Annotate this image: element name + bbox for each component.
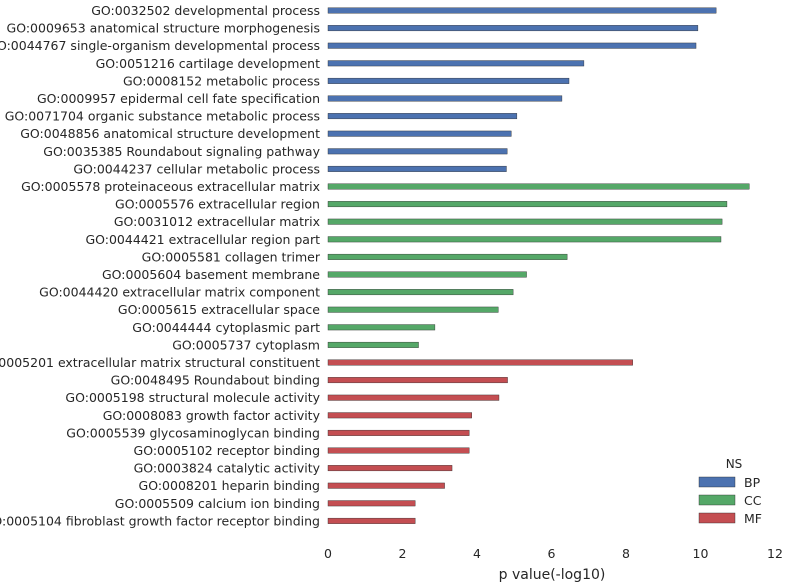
y-tick-label: GO:0048856 anatomical structure developm… [20, 126, 320, 141]
bar-bp [327, 95, 563, 102]
legend-title: NS [726, 457, 743, 471]
bar-cc [327, 236, 722, 243]
y-tick-label: GO:0035385 Roundabout signaling pathway [43, 144, 320, 159]
bar-bp [327, 60, 585, 67]
bar-bp [327, 77, 570, 84]
x-tick-label: 6 [548, 546, 556, 561]
bar-bp [327, 113, 518, 120]
y-tick-label: GO:0003824 catalytic activity [134, 461, 321, 476]
y-tick-label: GO:0071704 organic substance metabolic p… [5, 109, 320, 124]
y-tick-label: GO:0005615 extracellular space [118, 302, 320, 317]
y-tick-label: GO:0044444 cytoplasmic part [132, 320, 320, 335]
legend-swatch-cc [698, 494, 736, 506]
legend-label-cc: CC [744, 493, 762, 508]
bar-cc [327, 324, 436, 331]
y-tick-label: GO:0051216 cartilage development [96, 56, 320, 71]
bar-cc [327, 289, 514, 296]
y-tick-label: GO:0005576 extracellular region [115, 197, 320, 212]
bar-mf [327, 482, 445, 489]
x-axis-label: p value(-log10) [499, 567, 606, 583]
bar-cc [327, 183, 750, 190]
bar-bp [327, 7, 717, 14]
legend-label-bp: BP [744, 475, 761, 490]
bar-mf [327, 500, 416, 507]
y-tick-label: GO:0048495 Roundabout binding [111, 373, 320, 388]
y-tick-label: GO:0005604 basement membrane [102, 267, 320, 282]
x-tick-label: 10 [693, 546, 709, 561]
legend-label-mf: MF [744, 511, 762, 526]
bar-bp [327, 42, 697, 49]
y-tick-label: GO:0031012 extracellular matrix [114, 214, 320, 229]
y-tick-label: GO:0005581 collagen trimer [142, 249, 321, 264]
y-tick-labels: GO:0032502 developmental process GO:00096… [0, 3, 321, 528]
y-tick-label: GO:0044421 extracellular region part [85, 232, 320, 247]
bar-bp [327, 148, 508, 155]
x-tick-label: 0 [324, 546, 332, 561]
x-tick-label: 8 [622, 546, 630, 561]
bar-cc [327, 253, 568, 260]
bars-layer [327, 7, 750, 524]
y-tick-label: GO:0005104 fibroblast growth factor rece… [0, 513, 320, 528]
y-tick-label: GO:0032502 developmental process [91, 3, 320, 18]
y-tick-label: GO:0005578 proteinaceous extracellular m… [21, 179, 320, 194]
y-tick-label: GO:0044767 single-organism developmental… [0, 38, 320, 53]
bar-mf [327, 465, 453, 472]
y-tick-label: GO:0009957 epidermal cell fate specifica… [37, 91, 320, 106]
bar-mf [327, 394, 500, 401]
y-tick-label: GO:0008201 heparin binding [139, 478, 320, 493]
bar-bp [327, 165, 507, 172]
y-tick-label: GO:0005539 glycosaminoglycan binding [66, 425, 320, 440]
y-tick-label: GO:0044237 cellular metabolic process [73, 161, 320, 176]
x-tick-labels: 0 2 4 6 8 10 12 [324, 546, 783, 561]
bar-bp [327, 25, 699, 32]
bar-mf [327, 447, 470, 454]
bar-cc [327, 306, 499, 313]
y-tick-label: GO:0008083 growth factor activity [103, 408, 321, 423]
bar-cc [327, 218, 723, 225]
bar-mf [327, 429, 470, 436]
bar-cc [327, 201, 728, 208]
legend-swatch-bp [698, 476, 736, 488]
y-tick-label: GO:0044420 extracellular matrix componen… [39, 285, 320, 300]
y-tick-label: GO:0005737 cytoplasm [172, 337, 320, 352]
y-tick-label: GO:0005509 calcium ion binding [115, 496, 320, 511]
y-tick-label: GO:0009653 anatomical structure morphoge… [7, 21, 320, 36]
bar-bp [327, 130, 512, 137]
x-tick-label: 4 [473, 546, 481, 561]
bar-mf [327, 412, 472, 419]
bar-cc [327, 341, 419, 348]
bar-cc [327, 271, 527, 278]
legend: NS BP CC MF [698, 457, 762, 526]
y-tick-label: GO:0005198 structural molecule activity [65, 390, 320, 405]
x-tick-label: 12 [767, 546, 783, 561]
y-tick-label: GO:0008152 metabolic process [123, 73, 320, 88]
x-tick-label: 2 [399, 546, 407, 561]
legend-swatch-mf [698, 512, 736, 524]
y-tick-label: GO:0005201 extracellular matrix structur… [0, 355, 320, 370]
bar-mf [327, 377, 508, 384]
bar-mf [327, 359, 633, 366]
y-tick-label: GO:0005102 receptor binding [134, 443, 320, 458]
bar-mf [327, 517, 416, 524]
